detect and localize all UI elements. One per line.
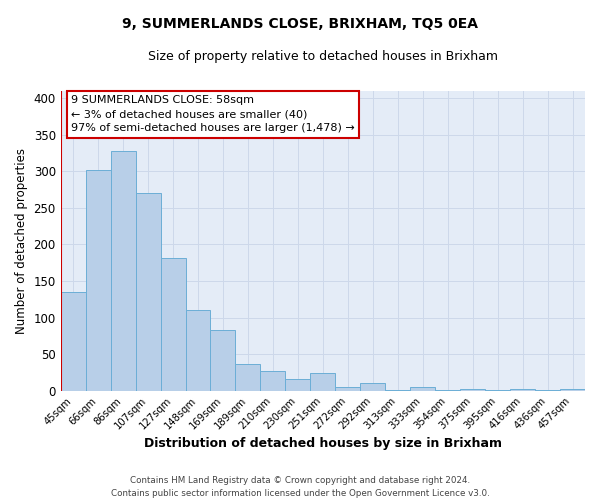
Bar	[560, 390, 585, 391]
Y-axis label: Number of detached properties: Number of detached properties	[15, 148, 28, 334]
Bar	[61, 292, 86, 391]
Bar	[410, 386, 435, 391]
Bar	[136, 193, 161, 391]
Bar	[485, 390, 510, 391]
Bar	[535, 390, 560, 391]
Bar	[435, 390, 460, 391]
Text: Contains HM Land Registry data © Crown copyright and database right 2024.
Contai: Contains HM Land Registry data © Crown c…	[110, 476, 490, 498]
Bar	[360, 383, 385, 391]
Bar	[385, 390, 410, 391]
Bar	[211, 330, 235, 391]
Title: Size of property relative to detached houses in Brixham: Size of property relative to detached ho…	[148, 50, 498, 63]
Bar	[235, 364, 260, 391]
Bar	[510, 390, 535, 391]
Bar	[260, 371, 286, 391]
Text: 9, SUMMERLANDS CLOSE, BRIXHAM, TQ5 0EA: 9, SUMMERLANDS CLOSE, BRIXHAM, TQ5 0EA	[122, 18, 478, 32]
Bar	[286, 378, 310, 391]
Text: 9 SUMMERLANDS CLOSE: 58sqm
← 3% of detached houses are smaller (40)
97% of semi-: 9 SUMMERLANDS CLOSE: 58sqm ← 3% of detac…	[71, 95, 355, 133]
Bar	[335, 388, 360, 391]
Bar	[110, 152, 136, 391]
Bar	[460, 389, 485, 391]
X-axis label: Distribution of detached houses by size in Brixham: Distribution of detached houses by size …	[144, 437, 502, 450]
Bar	[161, 258, 185, 391]
Bar	[86, 170, 110, 391]
Bar	[310, 372, 335, 391]
Bar	[185, 310, 211, 391]
